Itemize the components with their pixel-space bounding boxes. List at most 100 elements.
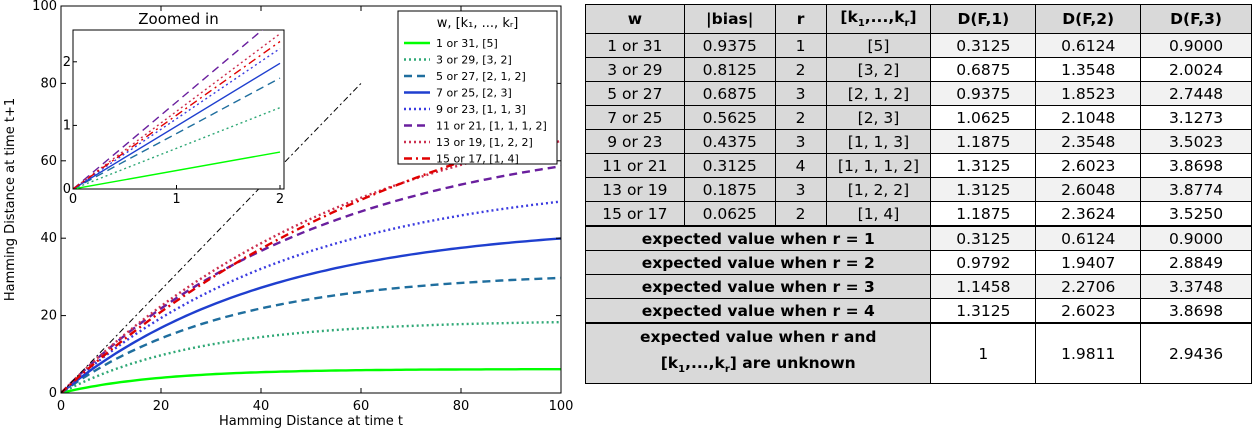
unknown-row: expected value when r and [k1,...,kr] are…: [586, 323, 1252, 384]
header-d3: D(F,3): [1141, 5, 1252, 34]
table-row: 3 or 29 0.8125 2 [3, 2] 0.6875 1.3548 2.0024: [586, 58, 1252, 82]
expected-row: expected value when r = 2 0.9792 1.9407 2.8…: [586, 251, 1252, 275]
table-cell: 1.3125: [931, 299, 1036, 324]
table-header-row: w |bias| r [k1,...,kr] D(F,1) D(F,2) D(F…: [586, 5, 1252, 34]
inset-x-tick-label: 1: [172, 192, 180, 207]
unknown-label: expected value when r and [k1,...,kr] are…: [586, 323, 931, 384]
table-cell: 0.6875: [931, 58, 1036, 82]
y-tick-label: 40: [40, 231, 57, 246]
table-cell: 2.6023: [1036, 299, 1141, 324]
table-cell: 0.8125: [684, 58, 775, 82]
header-w: w: [586, 5, 685, 34]
table-cell: 0.9375: [684, 34, 775, 58]
table-cell: 3: [775, 130, 826, 154]
table-cell: 2: [775, 106, 826, 130]
table-cell: 0.3125: [684, 154, 775, 178]
table-cell: 3 or 29: [586, 58, 685, 82]
inset-y-tick-label: 0: [63, 182, 71, 197]
y-tick-label: 60: [40, 154, 57, 169]
table-cell: 0.0625: [684, 202, 775, 227]
inset-y-tick-label: 1: [63, 118, 71, 133]
table-cell: 1 or 31: [586, 34, 685, 58]
table-row: 1 or 31 0.9375 1 [5] 0.3125 0.6124 0.9000: [586, 34, 1252, 58]
table-cell: 1.9407: [1036, 251, 1141, 275]
table-cell: 3.8698: [1141, 299, 1252, 324]
table-cell: 1.3125: [931, 178, 1036, 202]
table-cell: 1.0625: [931, 106, 1036, 130]
table-cell: 0.9375: [931, 82, 1036, 106]
y-tick-label: 100: [32, 0, 57, 14]
x-tick-label: 20: [153, 399, 170, 414]
table-row: 9 or 23 0.4375 3 [1, 1, 3] 1.1875 2.3548 3.502…: [586, 130, 1252, 154]
legend-title: w, [k₁, ..., kᵣ]: [437, 16, 519, 31]
inset-x-tick-label: 2: [276, 192, 284, 207]
expected-row: expected value when r = 4 1.3125 2.6023 3.8…: [586, 299, 1252, 324]
results-table-container: w |bias| r [k1,...,kr] D(F,1) D(F,2) D(F…: [585, 4, 1252, 384]
header-k: [k1,...,kr]: [826, 5, 931, 34]
header-r: r: [775, 5, 826, 34]
x-tick-label: 0: [57, 399, 65, 414]
table-cell: 3: [775, 178, 826, 202]
table-cell: 2: [775, 202, 826, 227]
table-row: 15 or 17 0.0625 2 [1, 4] 1.1875 2.3624 3.5250: [586, 202, 1252, 227]
table-cell: [1, 1, 3]: [826, 130, 931, 154]
table-cell: 3.8774: [1141, 178, 1252, 202]
table-cell: 0.6124: [1036, 34, 1141, 58]
x-tick-label: 60: [353, 399, 370, 414]
table-cell: 0.9000: [1141, 34, 1252, 58]
y-axis-label: Hamming Distance at time t+1: [3, 98, 18, 301]
table-cell: 2.1048: [1036, 106, 1141, 130]
legend-label-8: 15 or 17, [1, 4]: [436, 153, 519, 166]
table-cell: 1.1875: [931, 202, 1036, 227]
table-cell: 13 or 19: [586, 178, 685, 202]
y-tick-label: 20: [40, 309, 57, 324]
table-cell: 1: [775, 34, 826, 58]
unknown-label-line1: expected value when r and: [586, 324, 930, 350]
table-cell: 2: [775, 58, 826, 82]
table-cell: 3.1273: [1141, 106, 1252, 130]
table-cell: 1.3125: [931, 154, 1036, 178]
table-cell: 0.3125: [931, 226, 1036, 251]
x-tick-label: 40: [253, 399, 270, 414]
table-cell: [3, 2]: [826, 58, 931, 82]
table-cell: 2.3548: [1036, 130, 1141, 154]
table-cell: 11 or 21: [586, 154, 685, 178]
expected-label: expected value when r = 1: [586, 226, 931, 251]
expected-label: expected value when r = 2: [586, 251, 931, 275]
table-cell: 1.3548: [1036, 58, 1141, 82]
x-tick-label: 100: [549, 399, 574, 414]
inset-y-tick-label: 2: [63, 55, 71, 70]
series-line-3: [61, 278, 561, 393]
header-d1: D(F,1): [931, 5, 1036, 34]
results-table: w |bias| r [k1,...,kr] D(F,1) D(F,2) D(F…: [585, 4, 1252, 384]
table-cell: 0.6124: [1036, 226, 1141, 251]
table-cell: [1, 1, 1, 2]: [826, 154, 931, 178]
header-d2: D(F,2): [1036, 5, 1141, 34]
table-cell: 3.5250: [1141, 202, 1252, 227]
table-cell: [1, 4]: [826, 202, 931, 227]
legend-label-7: 13 or 19, [1, 2, 2]: [436, 136, 533, 149]
inset-frame: [73, 30, 284, 189]
table-cell: 2.2706: [1036, 275, 1141, 299]
table-row: 7 or 25 0.5625 2 [2, 3] 1.0625 2.1048 3.1273: [586, 106, 1252, 130]
table-cell: 2.3624: [1036, 202, 1141, 227]
table-cell: 1.9811: [1036, 323, 1141, 384]
table-cell: [1, 2, 2]: [826, 178, 931, 202]
table-cell: 2.6048: [1036, 178, 1141, 202]
table-cell: 5 or 27: [586, 82, 685, 106]
legend-label-5: 9 or 23, [1, 1, 3]: [436, 103, 526, 116]
x-tick-label: 80: [453, 399, 470, 414]
table-cell: 0.1875: [684, 178, 775, 202]
table-cell: 1.1875: [931, 130, 1036, 154]
table-row: 5 or 27 0.6875 3 [2, 1, 2] 0.9375 1.8523 2.744…: [586, 82, 1252, 106]
y-tick-label: 80: [40, 76, 57, 91]
legend-label-4: 7 or 25, [2, 3]: [436, 87, 512, 100]
line-chart: 0 20 40 60 80 100 0 20 40 60 80 100 Hamming Distance…: [0, 0, 580, 433]
unknown-label-line2: [k1,...,kr] are unknown: [586, 350, 930, 383]
table-cell: 0.3125: [931, 34, 1036, 58]
legend-label-3: 5 or 27, [2, 1, 2]: [436, 70, 526, 83]
table-cell: 0.4375: [684, 130, 775, 154]
table-cell: 2.0024: [1141, 58, 1252, 82]
expected-label: expected value when r = 3: [586, 275, 931, 299]
legend-label-1: 1 or 31, [5]: [436, 37, 498, 50]
